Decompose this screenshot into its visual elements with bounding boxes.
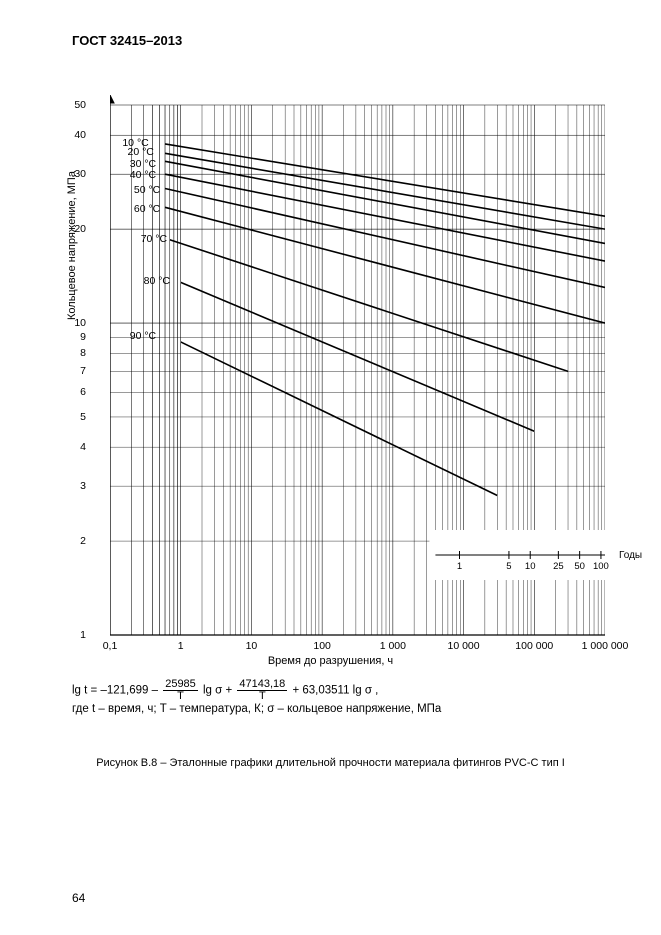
figure-caption: Рисунок В.8 – Эталонные графики длительн… (0, 757, 661, 769)
inset-tick: 1 (457, 561, 462, 572)
doc-code: ГОСТ 32415–2013 (72, 33, 182, 48)
y-tick: 7 (80, 365, 86, 377)
series-label: 50 °C (134, 184, 160, 196)
y-tick: 10 (74, 317, 86, 329)
y-axis-label: Кольцевое напряжение, МПа (66, 171, 78, 320)
y-tick: 8 (80, 347, 86, 359)
series-label: 40 °C (130, 169, 156, 181)
page-number: 64 (72, 891, 85, 905)
x-tick: 1 000 000 (582, 640, 629, 652)
formula-line2: где t – время, ч; T – температура, К; σ … (72, 702, 441, 718)
series-label: 80 °C (144, 275, 170, 287)
formula-mid2: + 63,03511 lg σ , (292, 685, 378, 697)
x-tick: 100 (313, 640, 331, 652)
y-tick: 6 (80, 386, 86, 398)
inset-tick: 100 (593, 561, 609, 572)
y-tick: 1 (80, 629, 86, 641)
formula-prefix: lg t = –121,699 – (72, 685, 161, 697)
series-label: 70 °C (141, 233, 167, 245)
x-tick: 10 (246, 640, 258, 652)
y-tick: 50 (74, 99, 86, 111)
y-tick: 20 (74, 223, 86, 235)
x-tick: 0,1 (103, 640, 118, 652)
y-tick: 40 (74, 129, 86, 141)
fraction-2: 47143,18 T (237, 679, 287, 702)
inset-tick: 5 (506, 561, 511, 572)
page: ГОСТ 32415–2013 Кольцевое напряжение, МП… (0, 0, 661, 935)
x-tick: 1 (178, 640, 184, 652)
formula-block: lg t = –121,699 – 25985 T lg σ + 47143,1… (72, 679, 441, 718)
series-label: 60 °C (134, 203, 160, 215)
series-label: 20 °C (127, 146, 153, 158)
x-axis-label: Время до разрушения, ч (0, 655, 661, 667)
fraction-1: 25985 T (163, 679, 198, 702)
y-tick: 4 (80, 441, 86, 453)
formula-mid1: lg σ + (203, 685, 235, 697)
series-label: 90 °C (130, 330, 156, 342)
inset-tick: 25 (553, 561, 564, 572)
y-tick: 3 (80, 480, 86, 492)
formula-line1: lg t = –121,699 – 25985 T lg σ + 47143,1… (72, 679, 441, 702)
x-tick: 10 000 (448, 640, 480, 652)
x-tick: 100 000 (515, 640, 553, 652)
inset-axis-label: Годы (619, 550, 642, 561)
frac2-den: T (237, 691, 287, 702)
x-tick: 1 000 (380, 640, 406, 652)
frac1-den: T (163, 691, 198, 702)
y-tick: 9 (80, 331, 86, 343)
inset-tick: 10 (525, 561, 536, 572)
y-tick: 2 (80, 535, 86, 547)
inset-tick: 50 (574, 561, 585, 572)
y-tick: 5 (80, 411, 86, 423)
y-tick: 30 (74, 168, 86, 180)
